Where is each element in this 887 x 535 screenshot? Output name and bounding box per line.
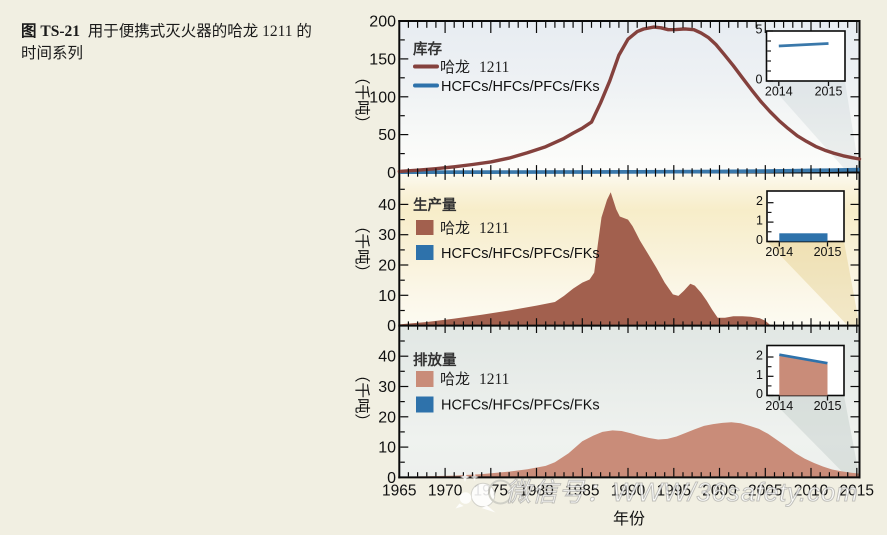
svg-text:（千吨）: （千吨） (353, 69, 371, 131)
svg-text:10: 10 (378, 288, 396, 305)
svg-text:2014: 2014 (765, 399, 793, 413)
svg-text:1: 1 (756, 368, 763, 382)
svg-text:2015: 2015 (814, 399, 842, 413)
svg-text:2015: 2015 (814, 245, 842, 259)
svg-text:（千吨）: （千吨） (353, 367, 371, 429)
svg-text:1970: 1970 (428, 483, 463, 500)
svg-text:0: 0 (387, 470, 396, 487)
svg-text:1965: 1965 (382, 483, 416, 500)
svg-text:2005: 2005 (748, 483, 782, 500)
svg-text:生产量: 生产量 (413, 196, 457, 214)
svg-text:30: 30 (378, 227, 396, 244)
svg-text:HCFCs/HFCs/PFCs/FKs: HCFCs/HFCs/PFCs/FKs (441, 398, 600, 414)
svg-text:HCFCs/HFCs/PFCs/FKs: HCFCs/HFCs/PFCs/FKs (441, 246, 600, 262)
svg-text:0: 0 (387, 165, 396, 182)
svg-text:库存: 库存 (413, 40, 442, 58)
svg-text:1985: 1985 (565, 483, 599, 500)
svg-text:20: 20 (378, 258, 396, 275)
svg-text:2015: 2015 (840, 483, 874, 500)
svg-text:（千吨）: （千吨） (353, 218, 371, 280)
svg-text:2014: 2014 (765, 245, 793, 259)
svg-text:0: 0 (756, 233, 763, 247)
svg-text:100: 100 (369, 89, 396, 106)
svg-text:0: 0 (756, 73, 763, 87)
svg-text:200: 200 (369, 14, 396, 31)
svg-text:哈龙: 哈龙 (440, 59, 470, 76)
svg-text:1211: 1211 (479, 220, 509, 237)
svg-text:30: 30 (378, 379, 396, 396)
svg-text:40: 40 (378, 349, 396, 366)
svg-text:20: 20 (378, 409, 396, 426)
svg-text:0: 0 (756, 387, 763, 401)
svg-text:1990: 1990 (611, 483, 646, 500)
svg-text:哈龙: 哈龙 (440, 220, 470, 237)
svg-text:10: 10 (378, 440, 396, 457)
svg-text:哈龙: 哈龙 (440, 371, 470, 388)
svg-text:5: 5 (756, 23, 763, 37)
svg-text:HCFCs/HFCs/PFCs/FKs: HCFCs/HFCs/PFCs/FKs (441, 79, 600, 95)
svg-text:2014: 2014 (765, 85, 793, 99)
svg-text:年份: 年份 (613, 510, 645, 528)
svg-text:1211: 1211 (479, 59, 509, 76)
svg-text:2010: 2010 (794, 483, 829, 500)
svg-text:1980: 1980 (519, 483, 554, 500)
svg-text:150: 150 (369, 51, 396, 68)
svg-text:40: 40 (378, 197, 396, 214)
svg-text:2: 2 (756, 194, 763, 208)
svg-text:1995: 1995 (657, 483, 691, 500)
svg-text:1: 1 (756, 214, 763, 228)
svg-text:排放量: 排放量 (413, 351, 457, 369)
svg-text:2015: 2015 (815, 85, 843, 99)
svg-text:0: 0 (387, 318, 396, 335)
svg-text:1211: 1211 (479, 371, 509, 388)
svg-text:2: 2 (756, 349, 763, 363)
svg-text:50: 50 (378, 127, 396, 144)
svg-text:2000: 2000 (702, 483, 737, 500)
